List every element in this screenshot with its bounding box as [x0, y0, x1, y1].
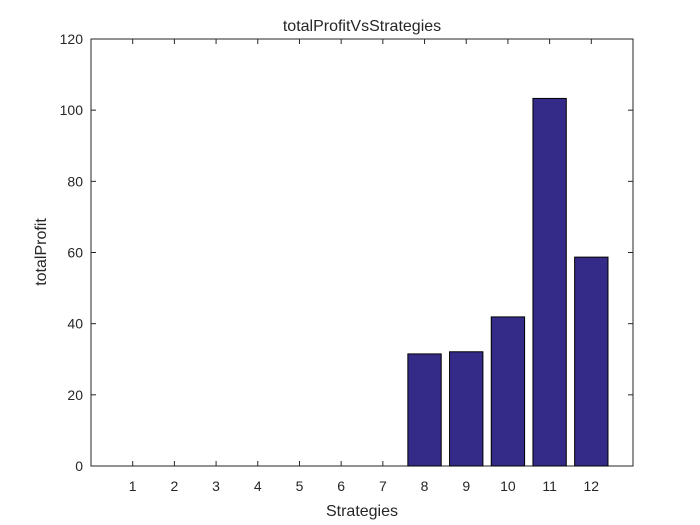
- x-axis-label: Strategies: [326, 503, 398, 520]
- x-tick-label-11: 11: [542, 478, 557, 494]
- x-tick-label-5: 5: [296, 478, 304, 494]
- bar-strategy-8: [407, 353, 442, 467]
- bar-strategy-10: [490, 316, 526, 467]
- y-tick-label-60: 60: [67, 245, 83, 261]
- x-tick-label-4: 4: [254, 478, 262, 494]
- x-tick-label-3: 3: [212, 478, 220, 494]
- y-tick-label-80: 80: [67, 173, 83, 189]
- y-tick-labels: 0 20 40 60 80 100 120: [60, 31, 84, 474]
- y-tick-label-40: 40: [67, 316, 83, 332]
- y-tick-label-100: 100: [60, 102, 84, 118]
- y-tick-label-20: 20: [67, 387, 83, 403]
- x-tick-label-10: 10: [500, 478, 516, 494]
- x-tick-label-12: 12: [584, 478, 600, 494]
- x-tick-label-6: 6: [337, 478, 345, 494]
- bar-strategy-12: [574, 256, 609, 467]
- bar-strategy-11: [532, 97, 567, 467]
- x-tick-label-1: 1: [129, 478, 137, 494]
- y-tick-label-0: 0: [75, 458, 83, 474]
- x-tick-label-7: 7: [379, 478, 387, 494]
- x-tick-label-8: 8: [421, 478, 429, 494]
- x-tick-label-9: 9: [462, 478, 470, 494]
- bar-strategy-9: [449, 351, 484, 467]
- bar-series: [407, 97, 609, 467]
- x-tick-label-2: 2: [170, 478, 178, 494]
- y-tick-label-120: 120: [60, 31, 84, 47]
- y-axis-label: totalProfit: [33, 218, 50, 286]
- chart-title: totalProfitVsStrategies: [283, 18, 441, 35]
- x-tick-labels: 1 2 3 4 5 6 7 8 9 10 11 12: [129, 478, 600, 494]
